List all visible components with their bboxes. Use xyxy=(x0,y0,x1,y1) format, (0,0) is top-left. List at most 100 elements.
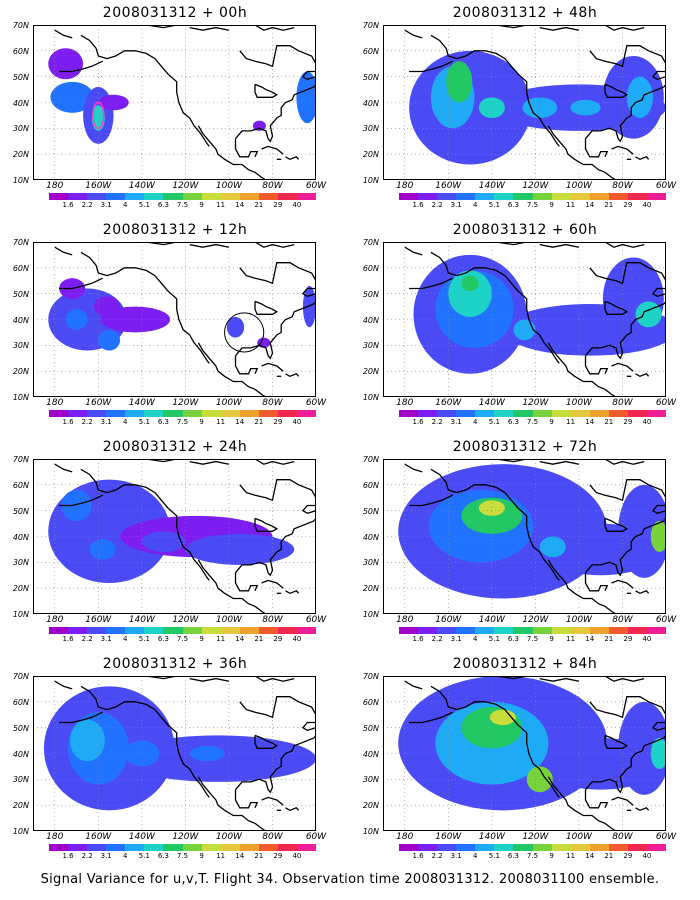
coastline xyxy=(539,460,580,465)
colorbar-swatch xyxy=(201,410,222,417)
lat-tick-label: 70N xyxy=(12,672,29,681)
colorbar-swatch xyxy=(437,627,457,634)
colorbar-swatch xyxy=(418,410,438,417)
lon-tick-label: 120W xyxy=(172,832,199,842)
coastline xyxy=(651,70,666,81)
coastline xyxy=(235,517,316,577)
colorbar-swatch xyxy=(277,844,298,851)
coastline xyxy=(585,517,666,577)
lat-tick-label: 60N xyxy=(12,263,29,273)
lon-tick-label: 80W xyxy=(262,832,283,842)
colorbar-swatch xyxy=(144,410,164,417)
map-frame xyxy=(33,25,316,180)
coastline xyxy=(585,734,666,794)
colorbar-label: 29 xyxy=(273,635,283,643)
coastline xyxy=(604,459,645,465)
lat-tick-label: 50N xyxy=(362,506,379,516)
lon-tick-label: 80W xyxy=(262,398,283,408)
lon-tick-label: 160W xyxy=(435,398,462,408)
coastline xyxy=(261,579,284,589)
colorbar-label: 14 xyxy=(235,418,245,426)
lat-tick-label: 20N xyxy=(12,367,29,377)
lat-tick-label: 50N xyxy=(362,289,379,299)
colorbar-label: 5.1 xyxy=(488,201,500,209)
colorbar-label: 7.5 xyxy=(176,201,189,209)
variance-contour xyxy=(50,81,94,113)
lat-tick-label: 40N xyxy=(362,315,379,325)
lon-tick-label: 80W xyxy=(612,615,633,625)
map-panel: 2008031312 + 00h 70N 60N 50N 40N 30N 20N 10N 180… xyxy=(0,4,350,221)
map-panel: 2008031312 + 36h 70N 60N 50N 40N 30N 20N 10N 180… xyxy=(0,655,350,872)
lat-tick-label: 60N xyxy=(362,46,379,56)
colorbar-label: 9 xyxy=(199,418,204,426)
colorbar-swatch xyxy=(437,193,457,200)
coastline xyxy=(234,138,259,158)
variance-contour xyxy=(141,531,186,552)
lon-tick-label: 120W xyxy=(172,615,199,625)
colorbar-swatch xyxy=(399,193,419,200)
lat-tick-label: 40N xyxy=(12,315,29,325)
colorbar-swatch xyxy=(570,844,591,851)
lat-tick-label: 20N xyxy=(362,584,379,594)
colorbar-label: 4 xyxy=(473,852,478,860)
colorbar-swatch xyxy=(220,193,241,200)
colorbar-label: 2.2 xyxy=(431,418,443,426)
lat-tick-label: 30N xyxy=(362,558,379,568)
coastline xyxy=(651,721,666,732)
colorbar-swatch xyxy=(627,844,648,851)
lat-tick-label: 30N xyxy=(12,341,29,351)
colorbar-label: 1.6 xyxy=(62,852,74,860)
lat-tick-label: 40N xyxy=(362,749,379,759)
variance-contour xyxy=(635,301,662,328)
coastline xyxy=(539,677,580,682)
colorbar-label: 1.6 xyxy=(412,852,424,860)
lat-tick-label: 10N xyxy=(362,610,379,619)
coastline xyxy=(235,83,316,143)
colorbar-swatch xyxy=(49,410,69,417)
colorbar-swatch xyxy=(494,410,514,417)
colorbar-swatch xyxy=(513,844,533,851)
coastline xyxy=(285,590,300,595)
lon-tick-label: 180 xyxy=(46,181,64,191)
coastline xyxy=(585,83,666,143)
lon-tick-label: 140W xyxy=(128,832,155,842)
colorbar-label: 7.5 xyxy=(526,635,539,643)
lon-tick-label: 100W xyxy=(215,181,242,191)
colorbar-swatch xyxy=(277,627,298,634)
coastline xyxy=(430,685,560,798)
lat-tick-label: 10N xyxy=(12,393,29,402)
colorbar-label: 2.2 xyxy=(81,635,93,643)
lat-tick-label: 10N xyxy=(12,610,29,619)
coastline xyxy=(301,70,316,81)
colorbar-swatch xyxy=(608,410,629,417)
colorbar-swatch xyxy=(418,844,438,851)
lon-tick-label: 180 xyxy=(46,615,64,625)
colorbar-swatch xyxy=(296,627,317,634)
colorbar-swatch xyxy=(182,193,203,200)
lat-tick-label: 20N xyxy=(12,584,29,594)
colorbar-swatch xyxy=(144,844,164,851)
lat-tick-label: 60N xyxy=(12,480,29,490)
colorbar-swatch xyxy=(437,844,457,851)
coastline xyxy=(584,355,609,375)
colorbar-swatch xyxy=(49,193,69,200)
colorbar-label: 29 xyxy=(623,201,633,209)
colorbar-swatch xyxy=(239,193,260,200)
coastline xyxy=(59,60,103,73)
colorbar-swatch xyxy=(608,193,629,200)
colorbar xyxy=(49,410,317,417)
colorbar-label: 1.6 xyxy=(62,201,74,209)
coastline xyxy=(54,463,73,473)
colorbar-label: 5.1 xyxy=(488,418,500,426)
colorbar-label: 40 xyxy=(642,852,652,860)
coastline xyxy=(261,362,284,372)
coastline xyxy=(189,26,230,31)
colorbar-label: 7.5 xyxy=(526,852,539,860)
colorbar-label: 3.1 xyxy=(100,852,112,860)
colorbar-swatch xyxy=(532,193,553,200)
coastline xyxy=(547,342,617,397)
colorbar-label: 6.3 xyxy=(507,852,519,860)
colorbar-swatch xyxy=(144,627,164,634)
coastline xyxy=(239,479,316,502)
lat-tick-label: 10N xyxy=(362,827,379,836)
